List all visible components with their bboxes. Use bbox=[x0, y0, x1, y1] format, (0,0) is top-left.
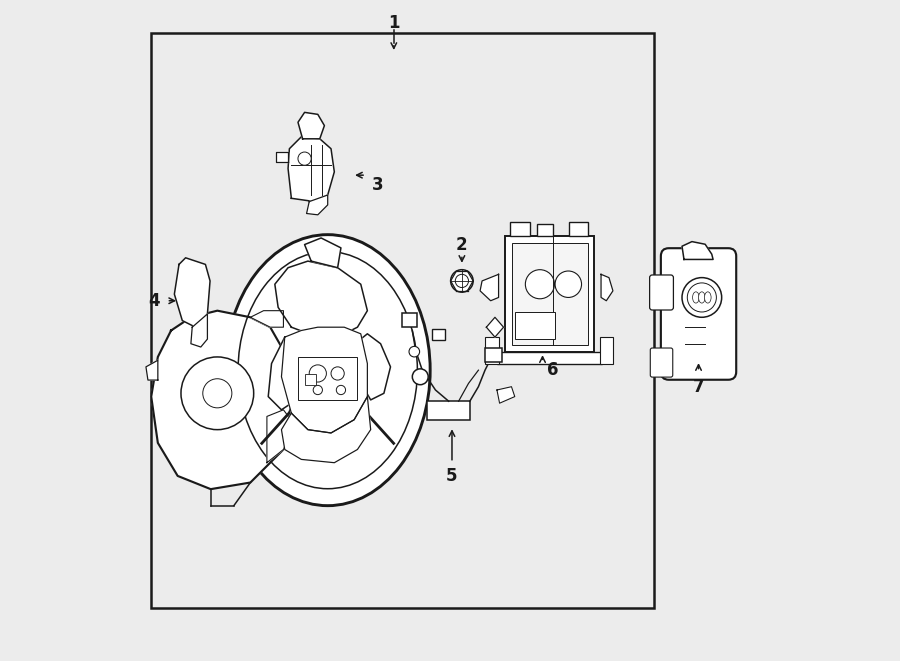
Polygon shape bbox=[191, 314, 207, 347]
Text: 2: 2 bbox=[456, 235, 468, 254]
Polygon shape bbox=[497, 387, 515, 403]
Circle shape bbox=[412, 369, 428, 385]
Text: 3: 3 bbox=[372, 176, 383, 194]
Circle shape bbox=[298, 152, 311, 165]
Bar bbox=[510, 221, 530, 236]
Polygon shape bbox=[282, 327, 367, 433]
Polygon shape bbox=[146, 360, 158, 380]
Bar bbox=[505, 236, 594, 352]
Text: 6: 6 bbox=[546, 361, 558, 379]
Ellipse shape bbox=[698, 292, 705, 303]
Bar bbox=[298, 357, 357, 400]
Circle shape bbox=[310, 365, 327, 382]
Polygon shape bbox=[486, 317, 503, 337]
Text: 7: 7 bbox=[693, 377, 705, 396]
Text: 4: 4 bbox=[148, 292, 160, 310]
FancyBboxPatch shape bbox=[661, 249, 736, 379]
Bar bbox=[515, 312, 555, 338]
Circle shape bbox=[331, 367, 344, 380]
Bar bbox=[570, 221, 588, 236]
Polygon shape bbox=[601, 274, 613, 301]
Bar bbox=[151, 33, 653, 608]
FancyBboxPatch shape bbox=[651, 348, 673, 377]
Ellipse shape bbox=[225, 235, 430, 506]
Polygon shape bbox=[304, 238, 341, 268]
Bar bbox=[304, 374, 317, 385]
Polygon shape bbox=[282, 397, 371, 463]
Polygon shape bbox=[276, 152, 288, 162]
Text: 5: 5 bbox=[446, 467, 458, 485]
Ellipse shape bbox=[705, 292, 711, 303]
Text: 1: 1 bbox=[388, 14, 400, 32]
Polygon shape bbox=[151, 311, 293, 489]
Polygon shape bbox=[274, 261, 367, 337]
Polygon shape bbox=[267, 410, 293, 463]
Bar bbox=[485, 337, 499, 364]
Bar bbox=[402, 313, 417, 327]
Bar bbox=[432, 329, 446, 340]
Ellipse shape bbox=[693, 292, 699, 303]
Polygon shape bbox=[480, 274, 499, 301]
Circle shape bbox=[337, 385, 346, 395]
Polygon shape bbox=[351, 334, 391, 400]
FancyBboxPatch shape bbox=[650, 275, 673, 310]
Circle shape bbox=[688, 283, 716, 312]
Ellipse shape bbox=[238, 252, 418, 488]
Polygon shape bbox=[307, 195, 328, 215]
Polygon shape bbox=[288, 137, 334, 202]
Bar bbox=[485, 348, 501, 362]
Polygon shape bbox=[268, 337, 308, 410]
Polygon shape bbox=[250, 311, 284, 327]
Polygon shape bbox=[298, 112, 324, 139]
Circle shape bbox=[313, 385, 322, 395]
Circle shape bbox=[455, 274, 469, 288]
Bar bbox=[537, 224, 554, 236]
Bar bbox=[512, 243, 588, 345]
Circle shape bbox=[451, 270, 473, 292]
Circle shape bbox=[682, 278, 722, 317]
Polygon shape bbox=[175, 258, 210, 327]
Circle shape bbox=[181, 357, 254, 430]
Circle shape bbox=[555, 271, 581, 297]
Bar bbox=[599, 337, 613, 364]
Circle shape bbox=[202, 379, 232, 408]
Bar bbox=[498, 352, 602, 364]
Bar bbox=[427, 401, 470, 420]
Circle shape bbox=[526, 270, 554, 299]
Circle shape bbox=[409, 346, 419, 357]
Polygon shape bbox=[682, 241, 713, 259]
